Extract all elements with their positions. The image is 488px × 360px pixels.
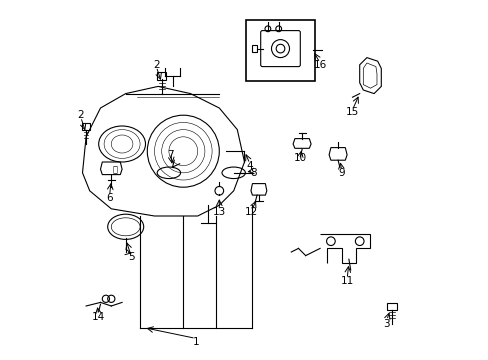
Text: 14: 14 xyxy=(92,312,105,322)
Text: 2: 2 xyxy=(77,110,84,120)
Text: 12: 12 xyxy=(244,207,258,217)
Text: ⌾: ⌾ xyxy=(112,166,117,175)
Text: 8: 8 xyxy=(250,168,256,178)
Text: 11: 11 xyxy=(340,276,353,286)
Text: 9: 9 xyxy=(338,168,345,178)
Text: 10: 10 xyxy=(293,153,306,163)
Text: 6: 6 xyxy=(106,193,113,203)
Text: 16: 16 xyxy=(313,60,326,70)
Text: 4: 4 xyxy=(246,161,253,171)
Text: 13: 13 xyxy=(212,207,225,217)
Text: 3: 3 xyxy=(383,319,389,329)
Text: 15: 15 xyxy=(345,107,358,117)
Text: 7: 7 xyxy=(167,150,174,160)
Text: 2: 2 xyxy=(153,60,159,70)
Text: 5: 5 xyxy=(127,252,134,262)
Text: 1: 1 xyxy=(192,337,199,347)
